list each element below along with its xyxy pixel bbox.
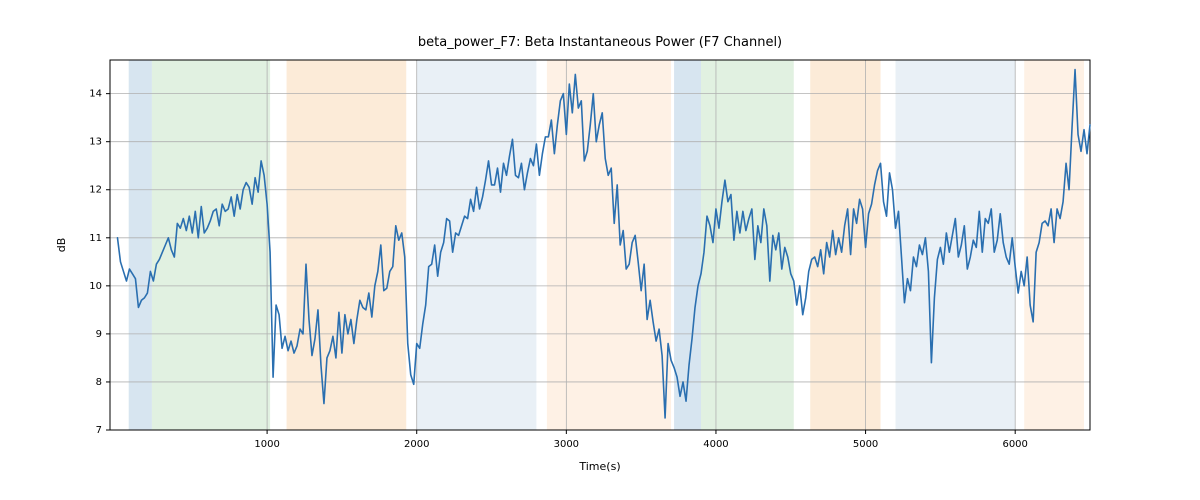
x-tick-label: 6000 [1002,439,1027,450]
shaded-band [129,60,152,430]
y-ticks: 7 8 9 10 11 12 13 14 [89,89,110,436]
y-tick-label: 7 [96,425,102,436]
x-tick-label: 3000 [554,439,579,450]
y-tick-label: 11 [89,233,102,244]
shaded-band [895,60,1015,430]
y-tick-label: 9 [96,329,102,340]
chart-title: beta_power_F7: Beta Instantaneous Power … [418,35,782,50]
shaded-bands [129,60,1084,430]
shaded-band [1024,60,1084,430]
shaded-band [810,60,880,430]
y-tick-label: 10 [89,281,102,292]
y-tick-label: 8 [96,377,102,388]
x-tick-label: 4000 [703,439,728,450]
x-ticks: 1000 2000 3000 4000 5000 6000 [254,430,1028,450]
beta-power-chart: beta_power_F7: Beta Instantaneous Power … [0,0,1200,500]
x-tick-label: 2000 [404,439,429,450]
x-axis-label: Time(s) [578,460,620,473]
x-tick-label: 5000 [853,439,878,450]
x-tick-label: 1000 [254,439,279,450]
chart-container: beta_power_F7: Beta Instantaneous Power … [0,0,1200,500]
y-tick-label: 14 [89,89,102,100]
shaded-band [287,60,407,430]
y-tick-label: 13 [89,137,102,148]
y-axis-label: dB [55,238,68,253]
y-tick-label: 12 [89,185,102,196]
